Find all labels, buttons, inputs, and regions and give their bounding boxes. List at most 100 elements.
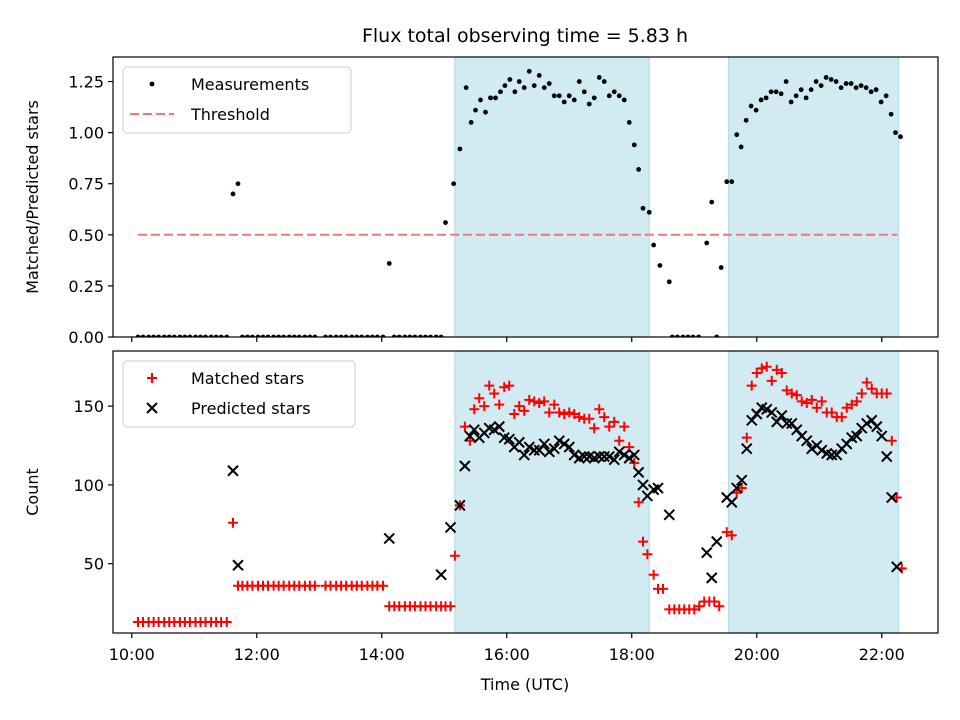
- matched-point: [489, 388, 500, 399]
- data-point: [468, 120, 474, 125]
- matched-point: [509, 409, 520, 420]
- predicted-point: [801, 435, 813, 447]
- observing-interval-2: [728, 351, 900, 633]
- data-point: [783, 79, 789, 84]
- data-point: [743, 117, 749, 123]
- data-point: [843, 81, 849, 86]
- data-point: [666, 279, 672, 285]
- matched-point: [549, 399, 560, 410]
- data-point: [709, 199, 715, 205]
- matched-point: [694, 601, 705, 612]
- data-point: [616, 93, 622, 99]
- data-point: [873, 87, 879, 93]
- legend-entry: Matched stars: [191, 369, 304, 388]
- data-point: [763, 95, 769, 101]
- predicted-point: [826, 449, 838, 461]
- data-point: [451, 181, 457, 187]
- data-point: [848, 81, 854, 86]
- predicted-point: [459, 460, 471, 472]
- matched-point: [766, 375, 777, 386]
- predicted-point: [766, 406, 778, 419]
- data-point: [235, 181, 241, 187]
- data-point: [773, 89, 779, 95]
- data-point: [478, 97, 483, 103]
- predicted-point: [623, 452, 635, 464]
- y-tick-label: 0.50: [68, 226, 104, 245]
- data-point: [516, 79, 522, 84]
- y-tick-label: 1.00: [68, 124, 104, 143]
- legend-box: [122, 66, 352, 134]
- y-axis-label: Count: [23, 468, 42, 516]
- data-point: [788, 99, 794, 105]
- matched-point: [554, 407, 565, 418]
- legend-entry: Threshold: [190, 105, 270, 124]
- data-point: [753, 107, 759, 113]
- predicted-point: [563, 441, 575, 453]
- data-point: [551, 93, 557, 99]
- count-panel: 50 100 150 10:00 12:00 14:00 16:00 18:00 20:00 22…: [23, 350, 939, 664]
- matched-point: [614, 435, 625, 446]
- matched-point: [633, 497, 644, 508]
- matched-point: [806, 394, 817, 405]
- predicted-point: [493, 420, 505, 433]
- matched-point: [761, 361, 772, 372]
- matched-point: [786, 388, 797, 399]
- data-point: [512, 89, 518, 95]
- predicted-point: [701, 546, 713, 559]
- data-point: [561, 99, 567, 105]
- data-point: [591, 95, 597, 101]
- data-point: [521, 85, 527, 91]
- matched-point: [499, 382, 510, 393]
- x-axis-label: Time (UTC): [480, 675, 569, 694]
- data-point: [531, 83, 537, 89]
- predicted-point: [503, 433, 515, 445]
- matched-point: [791, 390, 802, 401]
- matched-point: [619, 421, 630, 432]
- predicted-point: [488, 424, 500, 436]
- data-point: [526, 68, 532, 74]
- data-point: [729, 179, 735, 185]
- data-point: [473, 107, 478, 113]
- matched-point: [726, 530, 737, 541]
- data-point: [536, 72, 542, 78]
- predicted-point: [568, 449, 580, 461]
- matched-point: [599, 412, 610, 423]
- plot-frame: [112, 350, 939, 634]
- data-point: [443, 220, 448, 225]
- data-point: [828, 77, 834, 82]
- x-tick-label: 12:00: [234, 645, 280, 664]
- data-point: [230, 191, 236, 197]
- predicted-point: [628, 449, 640, 461]
- predicted-point: [578, 450, 590, 463]
- data-point: [838, 85, 844, 91]
- predicted-point: [736, 474, 748, 486]
- legend-marker-x: [146, 402, 158, 414]
- matched-point: [504, 380, 515, 391]
- matched-point: [221, 616, 232, 627]
- y-tick-label: 100: [73, 476, 104, 495]
- matched-point: [539, 396, 550, 407]
- matched-point: [811, 402, 822, 413]
- data-point: [818, 83, 824, 89]
- data-point: [507, 77, 513, 82]
- matched-point: [638, 536, 648, 547]
- data-point: [858, 83, 864, 89]
- predicted-point: [618, 449, 630, 461]
- matched-point: [881, 388, 892, 399]
- predicted-point: [781, 417, 793, 430]
- predicted-point: [454, 499, 466, 512]
- matched-point: [886, 435, 897, 446]
- predicted-point: [652, 482, 664, 494]
- matched-point: [564, 407, 575, 418]
- legend-entry: Predicted stars: [191, 399, 311, 418]
- matched-point: [574, 412, 585, 423]
- predicted-point: [706, 572, 718, 584]
- predicted-point: [711, 535, 723, 548]
- observing-interval-2: [728, 57, 900, 337]
- data-point: [457, 146, 463, 152]
- data-point: [704, 240, 710, 246]
- predicted-point: [593, 450, 605, 463]
- data-point: [734, 132, 740, 138]
- predicted-point: [232, 559, 244, 571]
- predicted-point: [881, 450, 893, 463]
